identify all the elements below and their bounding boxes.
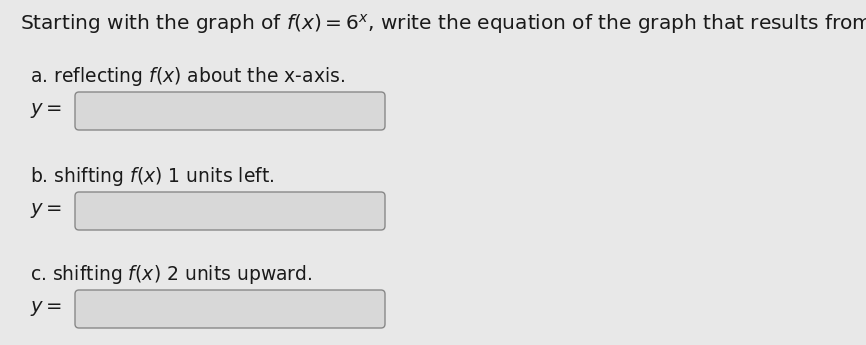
Text: b. shifting $f(x)$ 1 units left.: b. shifting $f(x)$ 1 units left. [30,165,275,188]
Text: a. reflecting $f(x)$ about the x-axis.: a. reflecting $f(x)$ about the x-axis. [30,65,345,88]
Text: c. shifting $f(x)$ 2 units upward.: c. shifting $f(x)$ 2 units upward. [30,263,313,286]
Text: $y=$: $y=$ [30,299,62,318]
FancyBboxPatch shape [75,92,385,130]
Text: $y=$: $y=$ [30,101,62,120]
Text: $y=$: $y=$ [30,201,62,220]
FancyBboxPatch shape [75,192,385,230]
Text: Starting with the graph of $f(x) = 6^x$, write the equation of the graph that re: Starting with the graph of $f(x) = 6^x$,… [20,12,866,36]
FancyBboxPatch shape [75,290,385,328]
